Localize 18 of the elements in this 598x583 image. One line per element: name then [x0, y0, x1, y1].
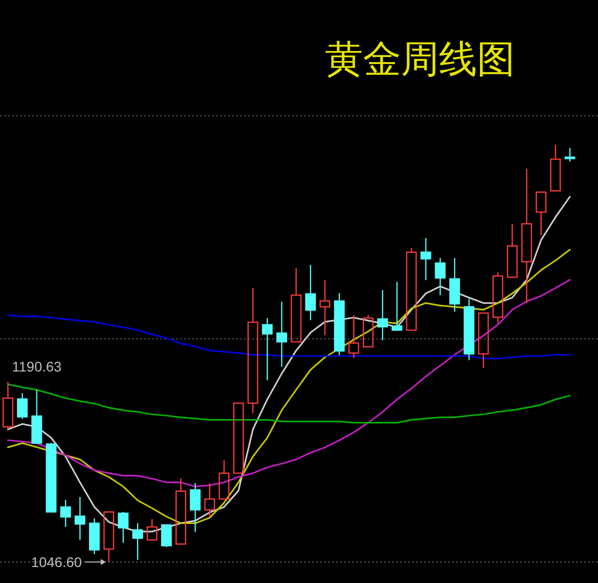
candlestick [320, 280, 330, 336]
candlestick [276, 301, 288, 368]
candlestick [248, 287, 258, 414]
candlestick [204, 482, 216, 518]
candlestick [334, 292, 345, 356]
candlestick [190, 482, 201, 533]
candlestick [262, 317, 273, 381]
chart-title: 黄金周线图 [325, 37, 515, 81]
candlestick [521, 168, 532, 304]
annotation: 1190.63 [12, 358, 62, 374]
candlestick [74, 496, 86, 540]
candlestick [16, 392, 28, 420]
candlestick [305, 264, 316, 321]
candlestick [348, 314, 360, 359]
annotation: 1046.60 [31, 554, 82, 570]
candlestick [377, 290, 388, 341]
candlestick [434, 257, 446, 296]
candlestick [420, 237, 432, 281]
